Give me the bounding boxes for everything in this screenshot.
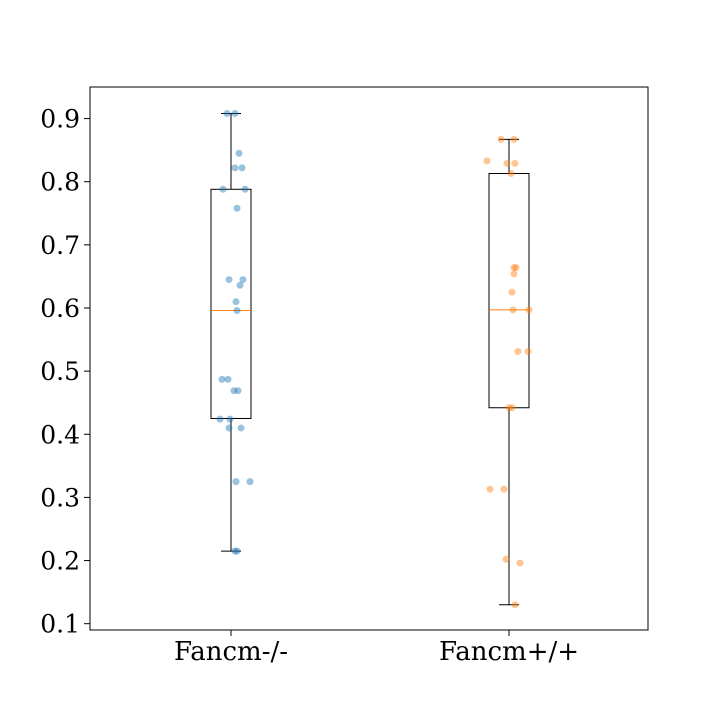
data-point <box>231 547 239 555</box>
data-point <box>235 149 243 157</box>
y-tick-label: 0.4 <box>40 420 80 449</box>
data-point <box>237 424 245 432</box>
data-point <box>511 159 519 167</box>
points <box>216 110 533 609</box>
data-point <box>236 281 244 289</box>
data-point <box>233 547 241 555</box>
boxes <box>210 113 530 606</box>
data-point <box>510 264 518 272</box>
y-tick-label: 0.6 <box>40 294 80 323</box>
data-point <box>225 276 233 284</box>
data-point <box>231 110 239 118</box>
data-point <box>510 270 518 278</box>
data-point <box>238 164 246 172</box>
data-point <box>508 288 516 296</box>
box-plot <box>210 113 252 552</box>
data-point <box>231 164 239 172</box>
data-point <box>241 185 249 193</box>
y-tick-label: 0.2 <box>40 547 80 576</box>
data-point <box>226 415 234 423</box>
data-point <box>508 404 516 412</box>
data-point <box>524 348 532 356</box>
box-plot <box>488 138 530 606</box>
data-point <box>233 204 241 212</box>
data-point <box>246 478 254 486</box>
y-tick-label: 0.1 <box>40 610 80 639</box>
data-point <box>224 375 232 383</box>
data-point <box>218 375 226 383</box>
data-point <box>483 157 491 165</box>
data-point <box>502 555 510 563</box>
data-point <box>230 387 238 395</box>
data-point <box>511 601 519 609</box>
data-point <box>232 298 240 306</box>
data-point <box>223 110 231 118</box>
data-point <box>500 485 508 493</box>
data-point <box>486 485 494 493</box>
data-point <box>514 348 522 356</box>
data-point <box>216 415 224 423</box>
y-tick-label: 0.7 <box>40 231 80 260</box>
data-point <box>516 559 524 567</box>
x-tick-label: Fancm-/- <box>174 637 288 667</box>
data-point <box>232 478 240 486</box>
data-point <box>219 185 227 193</box>
data-point <box>503 159 511 167</box>
iqr-box <box>210 188 252 419</box>
data-point <box>509 306 517 314</box>
data-point <box>512 264 520 272</box>
data-point <box>510 135 518 143</box>
data-point <box>225 424 233 432</box>
iqr-box <box>488 173 530 409</box>
plot-frame <box>89 86 649 631</box>
y-tick-label: 0.5 <box>40 357 80 386</box>
data-point <box>507 170 515 178</box>
x-axis: Fancm-/- Fancm+/+ <box>174 630 579 667</box>
y-tick-label: 0.9 <box>40 105 80 134</box>
data-point <box>505 404 513 412</box>
data-point <box>525 306 533 314</box>
y-axis: 0.1 0.2 0.3 0.4 0.5 0.6 0.7 0.8 0.9 <box>40 105 90 639</box>
x-tick-label: Fancm+/+ <box>439 637 579 667</box>
data-point <box>234 387 242 395</box>
data-point <box>233 307 241 315</box>
y-tick-label: 0.3 <box>40 483 80 512</box>
y-tick-label: 0.8 <box>40 168 80 197</box>
data-point <box>239 276 247 284</box>
data-point <box>497 135 505 143</box>
